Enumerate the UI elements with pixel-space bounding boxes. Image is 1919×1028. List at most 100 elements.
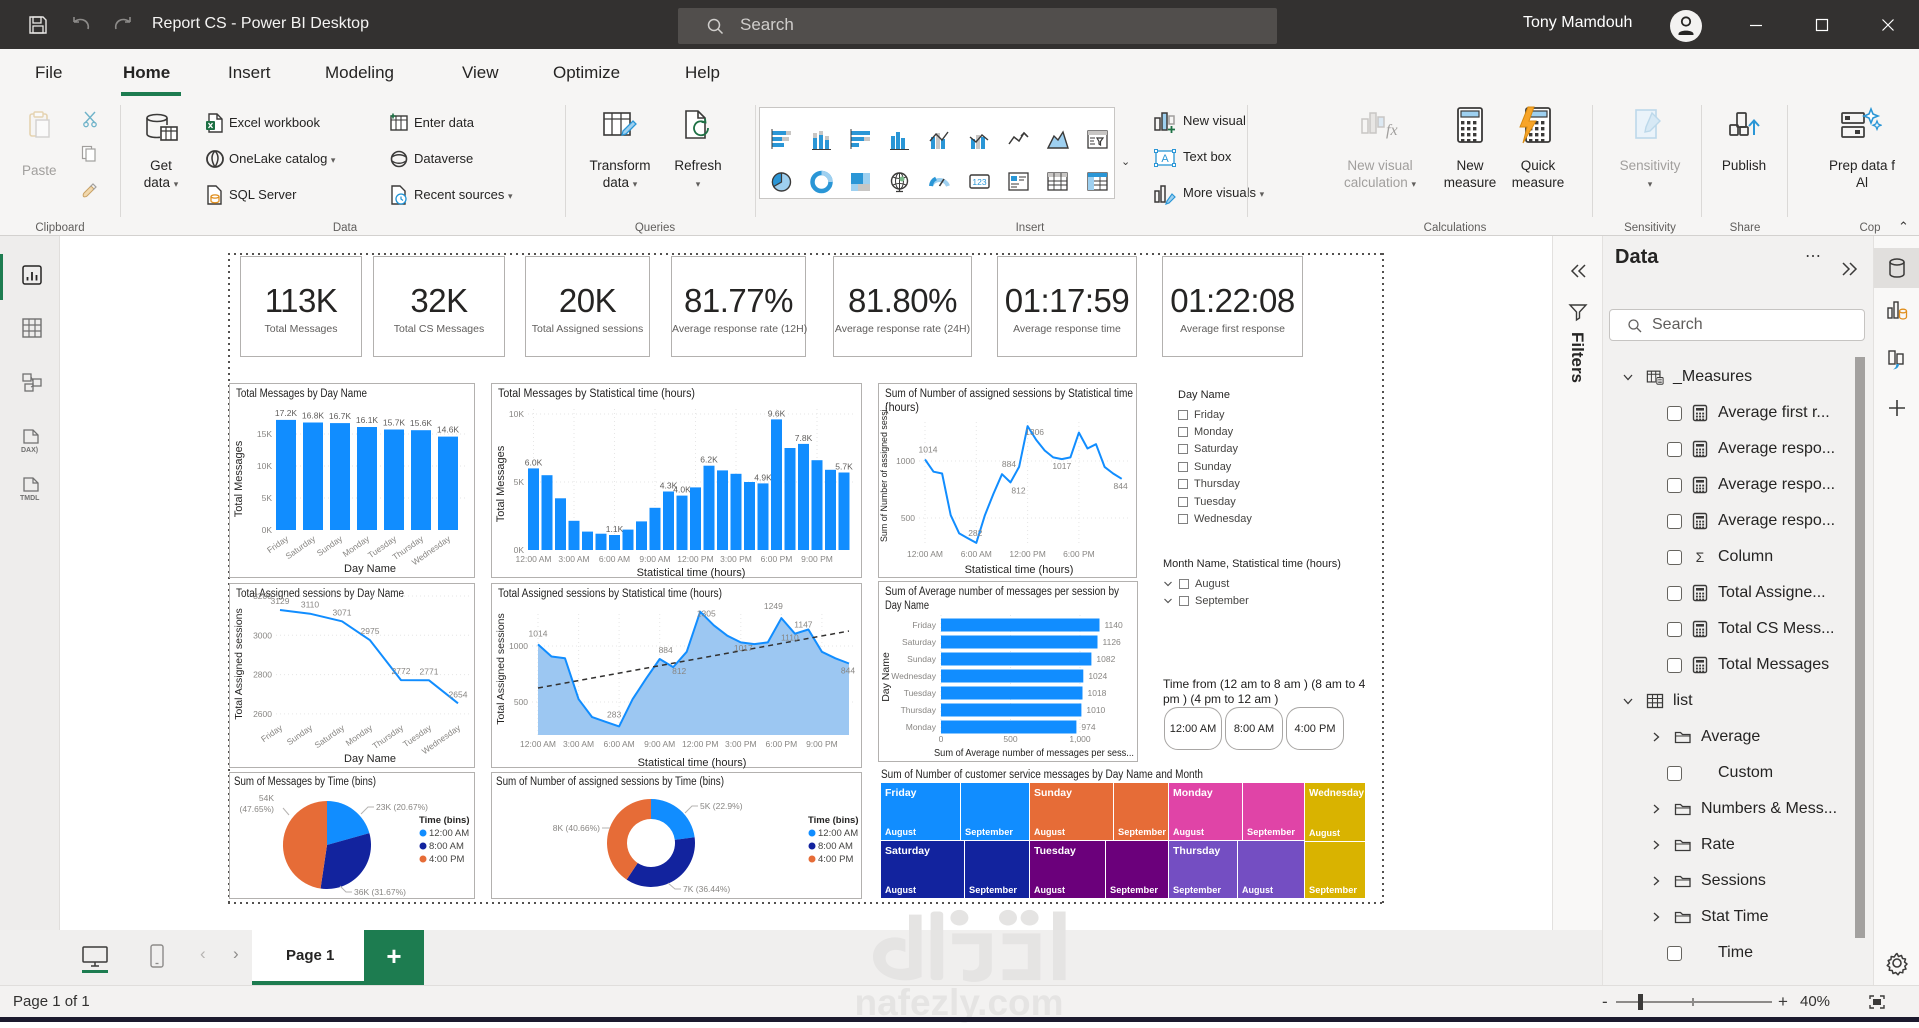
svg-text:974: 974 bbox=[1081, 722, 1095, 732]
svg-text:12:00 PM: 12:00 PM bbox=[682, 739, 718, 749]
svg-text:10K: 10K bbox=[509, 409, 524, 419]
svg-text:Thursday: Thursday bbox=[1173, 845, 1220, 857]
svg-text:Sunday: Sunday bbox=[1034, 787, 1072, 799]
svg-text:(47.65%): (47.65%) bbox=[240, 804, 275, 814]
svg-text:12:00 AM: 12:00 AM bbox=[516, 554, 552, 564]
svg-text:Saturday: Saturday bbox=[284, 533, 318, 561]
svg-text:Wednesday: Wednesday bbox=[1309, 787, 1364, 799]
svg-text:500: 500 bbox=[1003, 734, 1017, 744]
svg-text:Sum of Average number of messa: Sum of Average number of messages per se… bbox=[934, 747, 1134, 759]
svg-text:1024: 1024 bbox=[1088, 671, 1107, 681]
svg-text:15.6K: 15.6K bbox=[410, 418, 433, 428]
svg-text:1.1K: 1.1K bbox=[606, 524, 624, 534]
svg-text:TMDL: TMDL bbox=[20, 495, 40, 502]
svg-text:16.8K: 16.8K bbox=[302, 410, 325, 420]
svg-text:3000: 3000 bbox=[253, 630, 272, 640]
svg-text:12:00 AM: 12:00 AM bbox=[520, 739, 556, 749]
svg-text:August: August bbox=[885, 827, 916, 837]
svg-text:3200: 3200 bbox=[253, 591, 272, 601]
svg-text:August: August bbox=[1173, 827, 1204, 837]
svg-text:1140: 1140 bbox=[1104, 620, 1123, 630]
svg-text:9:00 AM: 9:00 AM bbox=[639, 554, 670, 564]
svg-text:2600: 2600 bbox=[253, 709, 272, 719]
svg-text:Time (bins): Time (bins) bbox=[808, 815, 859, 826]
svg-text:Saturday: Saturday bbox=[885, 845, 930, 857]
svg-text:1305: 1305 bbox=[697, 609, 716, 619]
svg-text:844: 844 bbox=[841, 665, 855, 675]
svg-text:Sunday: Sunday bbox=[285, 722, 315, 747]
svg-text:14.6K: 14.6K bbox=[437, 425, 460, 435]
svg-text:Thursday: Thursday bbox=[370, 722, 405, 751]
svg-text:Tuesday: Tuesday bbox=[1034, 845, 1076, 857]
svg-text:4.9K: 4.9K bbox=[754, 472, 772, 482]
svg-text:3:00 AM: 3:00 AM bbox=[558, 554, 589, 564]
svg-text:3:00 PM: 3:00 PM bbox=[725, 739, 757, 749]
svg-text:Sum of Number of customer serv: Sum of Number of customer service messag… bbox=[881, 769, 1203, 781]
svg-text:2975: 2975 bbox=[361, 626, 380, 636]
svg-text:1000: 1000 bbox=[509, 641, 528, 651]
svg-text:8:00 AM: 8:00 AM bbox=[429, 841, 464, 852]
svg-text:3:00 AM: 3:00 AM bbox=[563, 739, 594, 749]
svg-text:500: 500 bbox=[514, 697, 528, 707]
svg-text:1249: 1249 bbox=[764, 601, 783, 611]
svg-text:5K (22.9%): 5K (22.9%) bbox=[700, 801, 743, 811]
svg-text:16.1K: 16.1K bbox=[356, 415, 379, 425]
svg-text:1010: 1010 bbox=[1086, 705, 1105, 715]
svg-text:12:00 AM: 12:00 AM bbox=[429, 828, 469, 839]
svg-text:7K (36.44%): 7K (36.44%) bbox=[683, 884, 730, 894]
svg-text:4:00 PM: 4:00 PM bbox=[818, 854, 853, 865]
svg-text:12:00 PM: 12:00 PM bbox=[1009, 549, 1045, 559]
svg-text:3110: 3110 bbox=[301, 600, 320, 610]
svg-text:2654: 2654 bbox=[449, 689, 468, 699]
svg-text:1018: 1018 bbox=[1088, 688, 1107, 698]
svg-text:884: 884 bbox=[1002, 459, 1016, 469]
svg-text:August: August bbox=[1034, 885, 1065, 895]
svg-text:Sunday: Sunday bbox=[907, 654, 937, 664]
svg-text:Saturday: Saturday bbox=[902, 637, 937, 647]
svg-text:3:00 PM: 3:00 PM bbox=[720, 554, 752, 564]
svg-text:Total Assigned sessions: Total Assigned sessions bbox=[495, 613, 507, 724]
svg-text:August: August bbox=[885, 885, 916, 895]
svg-text:Monday: Monday bbox=[344, 722, 375, 748]
svg-text:283: 283 bbox=[607, 709, 621, 719]
svg-text:3129: 3129 bbox=[271, 596, 290, 606]
svg-text:23K (20.67%): 23K (20.67%) bbox=[376, 802, 428, 812]
svg-text:5K: 5K bbox=[262, 493, 273, 503]
svg-text:884: 884 bbox=[659, 645, 673, 655]
svg-text:36K (31.67%): 36K (31.67%) bbox=[354, 887, 406, 897]
svg-text:1110: 1110 bbox=[781, 633, 799, 643]
svg-text:17.2K: 17.2K bbox=[275, 408, 298, 418]
svg-text:Statistical time (hours): Statistical time (hours) bbox=[638, 757, 747, 769]
svg-text:9:00 AM: 9:00 AM bbox=[644, 739, 675, 749]
svg-text:3071: 3071 bbox=[333, 607, 352, 617]
svg-text:15.7K: 15.7K bbox=[383, 418, 406, 428]
svg-text:9:00 PM: 9:00 PM bbox=[806, 739, 838, 749]
svg-text:4.0K: 4.0K bbox=[673, 485, 691, 495]
svg-text:Sum of Number of assigned sess: Sum of Number of assigned sessi... bbox=[879, 402, 890, 542]
svg-text:Day Name: Day Name bbox=[344, 563, 396, 575]
svg-text:0: 0 bbox=[939, 734, 944, 744]
svg-text:16.7K: 16.7K bbox=[329, 411, 352, 421]
svg-text:September: September bbox=[1110, 885, 1158, 895]
svg-text:DAX): DAX) bbox=[21, 447, 38, 454]
svg-text:Wednesday: Wednesday bbox=[891, 671, 936, 681]
svg-text:6:00 PM: 6:00 PM bbox=[761, 554, 793, 564]
svg-text:Total Assigned sessions: Total Assigned sessions bbox=[233, 608, 245, 719]
svg-text:6:00 AM: 6:00 AM bbox=[604, 739, 635, 749]
svg-text:12:00 AM: 12:00 AM bbox=[907, 549, 943, 559]
svg-text:Day Name: Day Name bbox=[880, 652, 892, 702]
svg-text:A: A bbox=[1161, 153, 1169, 165]
svg-text:8K (40.66%): 8K (40.66%) bbox=[553, 823, 600, 833]
svg-text:Day Name: Day Name bbox=[344, 753, 396, 765]
svg-text:1017: 1017 bbox=[1052, 461, 1071, 471]
svg-text:7.8K: 7.8K bbox=[795, 433, 813, 443]
svg-text:1017: 1017 bbox=[734, 643, 753, 653]
svg-text:Friday: Friday bbox=[912, 620, 936, 630]
svg-text:Friday: Friday bbox=[885, 787, 917, 799]
svg-text:12:00 AM: 12:00 AM bbox=[818, 828, 858, 839]
svg-text:0K: 0K bbox=[514, 545, 525, 555]
svg-text:Total Messages: Total Messages bbox=[233, 440, 245, 517]
svg-text:Statistical time (hours): Statistical time (hours) bbox=[965, 564, 1074, 576]
svg-text:123: 123 bbox=[972, 177, 986, 187]
svg-text:812: 812 bbox=[1011, 485, 1025, 495]
